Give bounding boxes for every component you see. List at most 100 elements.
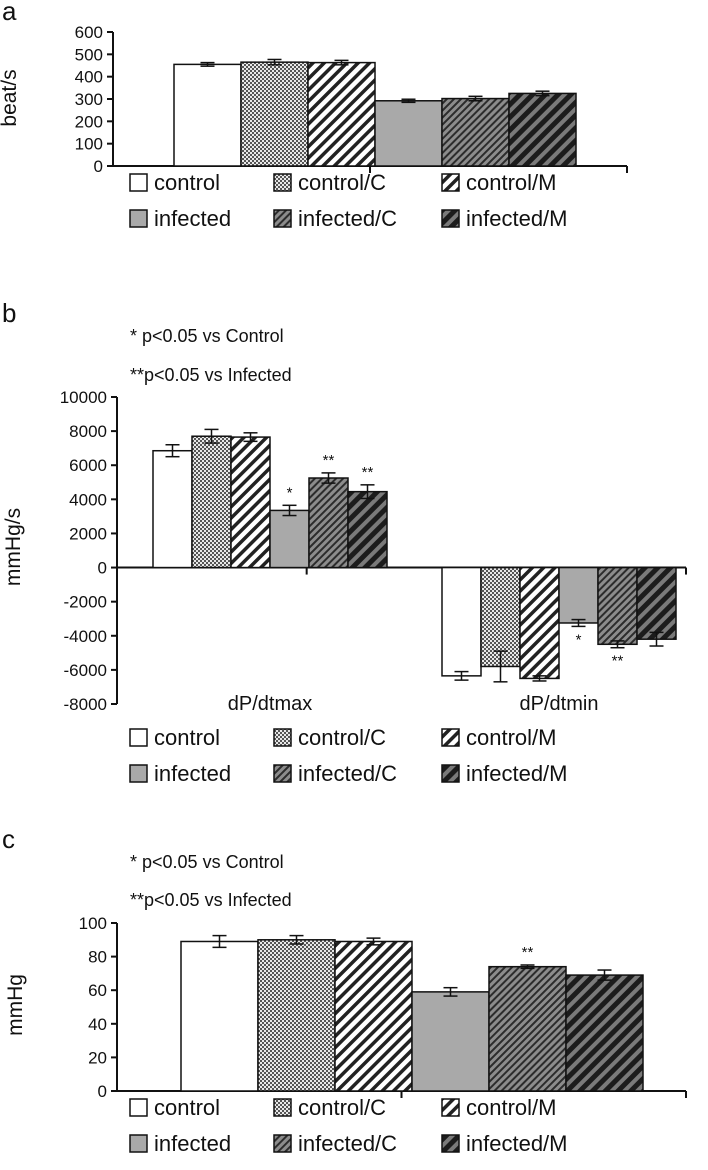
bar-b-2-4 xyxy=(558,566,599,624)
bar-b-1-1 xyxy=(152,449,193,569)
annotation-b-1: * p<0.05 vs Control xyxy=(130,326,284,346)
legend-label-b-1: control xyxy=(154,725,220,750)
legend-swatch-c-5 xyxy=(273,1134,292,1153)
y-tick-label-c: 40 xyxy=(88,1015,107,1034)
bar-c-1-3 xyxy=(334,940,413,1092)
bar-b-1-6 xyxy=(347,490,388,569)
y-tick-label-b: 8000 xyxy=(69,422,107,441)
legend-swatch-a-1 xyxy=(129,173,148,192)
significance-mark-b: ** xyxy=(612,653,624,670)
y-tick-label-b: -2000 xyxy=(64,593,107,612)
legend-label-a-1: control xyxy=(154,170,220,195)
y-axis-label-a: beat/s xyxy=(0,69,21,126)
legend-label-b-6: infected/M xyxy=(466,761,568,786)
legend-label-c-5: infected/C xyxy=(298,1131,397,1156)
y-tick-label-a: 500 xyxy=(75,45,103,64)
legend-swatch-b-6 xyxy=(441,764,460,783)
bar-c-1-2 xyxy=(257,939,336,1092)
legend-swatch-b-5 xyxy=(273,764,292,783)
panel-a-chart: beat/s 600 500 400 300 200 100 0 control control/… xyxy=(0,23,628,231)
legend-label-c-4: infected xyxy=(154,1131,231,1156)
legend-label-c-1: control xyxy=(154,1095,220,1120)
legend-label-b-3: control/M xyxy=(466,725,556,750)
y-axis-label-c: mmHg xyxy=(4,974,27,1036)
bar-b-1-2 xyxy=(191,435,232,569)
bar-b-2-5 xyxy=(597,566,638,646)
bar-a-1-1 xyxy=(173,63,242,167)
legend-label-b-4: infected xyxy=(154,761,231,786)
y-tick-label-b: -4000 xyxy=(64,627,107,646)
legend-swatch-b-1 xyxy=(129,728,148,747)
y-tick-label-b: 4000 xyxy=(69,490,107,509)
y-tick-label-a: 600 xyxy=(75,23,103,42)
legend-swatch-a-5 xyxy=(273,209,292,228)
legend-label-b-5: infected/C xyxy=(298,761,397,786)
bar-a-1-5 xyxy=(441,97,510,167)
legend-swatch-c-1 xyxy=(129,1098,148,1117)
legend-label-c-3: control/M xyxy=(466,1095,556,1120)
bar-b-1-4 xyxy=(269,509,310,569)
panel-label-a: a xyxy=(2,0,17,26)
y-tick-label-b: 2000 xyxy=(69,524,107,543)
panel-label-b: b xyxy=(2,298,16,328)
y-tick-label-b: 10000 xyxy=(60,388,107,407)
significance-mark-c: ** xyxy=(522,944,534,961)
bar-b-1-3 xyxy=(230,436,271,569)
legend-label-a-2: control/C xyxy=(298,170,386,195)
panel-c-chart: mmHg 100 80 60 40 20 0 ** control control/C contro… xyxy=(4,914,687,1156)
bar-c-1-4 xyxy=(411,991,490,1092)
y-tick-label-a: 300 xyxy=(75,90,103,109)
significance-mark-b: * xyxy=(287,484,293,501)
legend-label-a-4: infected xyxy=(154,206,231,231)
bar-a-1-4 xyxy=(374,100,443,167)
y-tick-label-b: -8000 xyxy=(64,695,107,714)
bar-b-1-5 xyxy=(308,477,349,569)
category-label-b-1: dP/dtmax xyxy=(228,693,312,715)
bar-a-1-2 xyxy=(240,61,309,167)
y-axis-label-b: mmHg/s xyxy=(2,508,25,586)
bar-b-2-1 xyxy=(441,566,482,677)
y-tick-label-b: -6000 xyxy=(64,661,107,680)
y-tick-label-a: 100 xyxy=(75,135,103,154)
bar-c-1-1 xyxy=(180,940,259,1092)
category-label-b-2: dP/dtmin xyxy=(520,693,599,715)
annotation-c-2: **p<0.05 vs Infected xyxy=(130,890,292,910)
legend-swatch-a-6 xyxy=(441,209,460,228)
legend-label-b-2: control/C xyxy=(298,725,386,750)
legend-swatch-b-4 xyxy=(129,764,148,783)
bar-b-2-2 xyxy=(480,566,521,668)
legend-swatch-c-6 xyxy=(441,1134,460,1153)
legend-label-a-5: infected/C xyxy=(298,206,397,231)
legend-swatch-c-3 xyxy=(441,1098,460,1117)
legend-label-a-6: infected/M xyxy=(466,206,568,231)
y-tick-label-b: 0 xyxy=(98,559,107,578)
legend-swatch-a-2 xyxy=(273,173,292,192)
legend-swatch-a-3 xyxy=(441,173,460,192)
legend-label-c-6: infected/M xyxy=(466,1131,568,1156)
y-tick-label-c: 60 xyxy=(88,981,107,1000)
y-tick-label-c: 80 xyxy=(88,948,107,967)
annotation-c-1: * p<0.05 vs Control xyxy=(130,852,284,872)
legend-label-a-3: control/M xyxy=(466,170,556,195)
legend-swatch-a-4 xyxy=(129,209,148,228)
legend-swatch-b-2 xyxy=(273,728,292,747)
bar-c-1-5 xyxy=(488,965,567,1092)
legend-label-c-2: control/C xyxy=(298,1095,386,1120)
y-tick-label-a: 200 xyxy=(75,112,103,131)
legend-swatch-c-2 xyxy=(273,1098,292,1117)
bar-a-1-3 xyxy=(307,61,376,167)
bar-c-1-6 xyxy=(565,974,644,1092)
significance-mark-b: ** xyxy=(323,452,335,469)
bar-b-2-6 xyxy=(636,566,677,640)
y-tick-label-c: 100 xyxy=(79,914,107,933)
annotation-b-2: **p<0.05 vs Infected xyxy=(130,365,292,385)
panel-label-c: c xyxy=(2,824,15,854)
y-tick-label-c: 0 xyxy=(98,1082,107,1101)
y-tick-label-b: 6000 xyxy=(69,456,107,475)
panel-b-chart: mmHg/s 10000 8000 6000 4000 2000 0 -2000 -4000 -6… xyxy=(2,388,687,786)
legend-swatch-c-4 xyxy=(129,1134,148,1153)
y-tick-label-a: 400 xyxy=(75,68,103,87)
legend-swatch-b-3 xyxy=(441,728,460,747)
bar-a-1-6 xyxy=(508,92,577,167)
